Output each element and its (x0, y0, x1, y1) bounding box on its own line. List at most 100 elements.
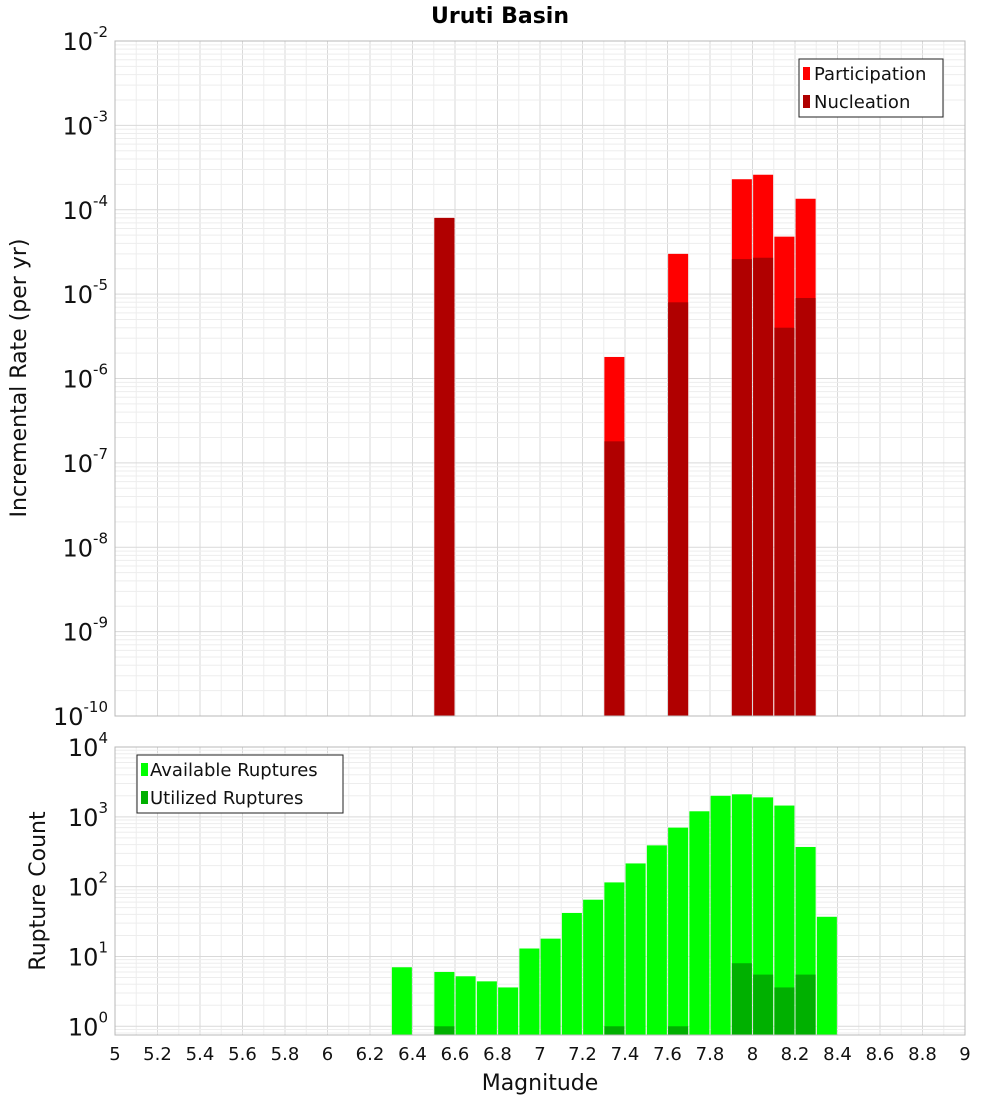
rupture-y-tick-base: 10 (68, 943, 99, 971)
available-ruptures-bar (774, 805, 795, 1035)
magnitude-x-tick-label: 6.6 (441, 1044, 470, 1065)
rate-y-tick-base: 10 (62, 281, 93, 309)
rate-y-tick-label: 10-6 (62, 361, 108, 394)
rate-y-tick-base: 10 (62, 112, 93, 140)
magnitude-x-ticks: 5 5.2 5.4 5.6 5.8 6 6.2 6.4 6.6 6.8 7 7.2 7.4 7.6 7.8 8… (109, 1044, 970, 1065)
rate-y-tick-base: 10 (62, 534, 93, 562)
available-ruptures-bar (668, 827, 689, 1035)
rate-y-tick-label: 10-7 (62, 445, 108, 478)
rate-y-tick-base: 10 (62, 197, 93, 225)
participation-legend-swatch (803, 67, 810, 80)
available-ruptures-bar (561, 912, 582, 1035)
rupture-y-axis-label: Rupture Count (26, 811, 51, 971)
available-ruptures-bar (816, 916, 837, 1035)
rupture-y-tick-label: 104 (68, 729, 108, 762)
rupture-y-tick-base: 10 (68, 734, 99, 762)
rate-y-tick-label: 10-3 (62, 107, 108, 140)
nucleation-bar (668, 302, 689, 716)
rate-plot-border (114, 40, 966, 717)
rate-y-tick-exponent: -7 (93, 445, 108, 463)
participation-legend-label: Participation (814, 64, 926, 85)
rupture-legend: Available Ruptures Utilized Ruptures (136, 754, 344, 814)
nucleation-bar (753, 257, 774, 716)
utilized-ruptures-legend-label: Utilized Ruptures (150, 788, 303, 809)
available-ruptures-bar (498, 987, 519, 1035)
rate-legend: Participation Nucleation (798, 58, 944, 118)
rupture-y-tick-label: 100 (68, 1008, 108, 1041)
rate-y-tick-base: 10 (62, 366, 93, 394)
rupture-y-tick-exponent: 1 (98, 938, 108, 956)
nucleation-bar (774, 327, 795, 716)
rupture-y-tick-label: 101 (68, 938, 108, 971)
rate-bars (434, 174, 816, 717)
utilized-ruptures-bar (795, 974, 816, 1035)
rupture-y-tick-base: 10 (68, 874, 99, 902)
nucleation-bar (731, 259, 752, 716)
magnitude-x-tick-label: 5.8 (271, 1044, 300, 1065)
available-ruptures-bar (434, 971, 455, 1035)
utilized-ruptures-bar (434, 1026, 455, 1035)
rupture-plot-border (114, 746, 966, 1036)
available-ruptures-bar (540, 938, 561, 1035)
rate-y-tick-base: 10 (62, 28, 93, 56)
magnitude-x-tick-label: 5.2 (143, 1044, 172, 1065)
chart-title: Uruti Basin (431, 4, 569, 29)
rate-y-tick-base: 10 (62, 450, 93, 478)
available-ruptures-bar (476, 981, 497, 1035)
available-ruptures-bar (583, 899, 604, 1035)
rate-y-tick-exponent: -6 (93, 361, 108, 379)
magnitude-x-tick-label: 5.6 (228, 1044, 257, 1065)
magnitude-x-tick-label: 8.6 (866, 1044, 895, 1065)
rate-y-tick-label: 10-8 (62, 529, 108, 562)
available-ruptures-bar (391, 967, 412, 1035)
magnitude-x-tick-label: 8 (747, 1044, 758, 1065)
magnitude-x-tick-label: 5.4 (186, 1044, 215, 1065)
available-ruptures-bar (646, 845, 667, 1035)
rate-y-tick-exponent: -4 (93, 192, 108, 210)
available-ruptures-legend-swatch (141, 763, 148, 776)
nucleation-bar (795, 297, 816, 716)
available-ruptures-legend-label: Available Ruptures (150, 760, 318, 781)
magnitude-x-tick-label: 8.2 (781, 1044, 810, 1065)
available-ruptures-bar (710, 795, 731, 1035)
magnitude-x-tick-label: 7.4 (611, 1044, 640, 1065)
available-ruptures-bar (604, 882, 625, 1035)
rate-y-tick-label: 10-10 (53, 698, 108, 731)
magnitude-x-tick-label: 7 (534, 1044, 545, 1065)
magnitude-x-tick-label: 9 (959, 1044, 970, 1065)
rupture-bars (391, 794, 837, 1035)
utilized-ruptures-bar (753, 974, 774, 1035)
magnitude-x-axis-label: Magnitude (482, 1071, 599, 1096)
rate-y-tick-exponent: -8 (93, 529, 108, 547)
nucleation-legend-swatch (803, 95, 810, 108)
available-ruptures-bar (519, 948, 540, 1035)
rate-y-tick-exponent: -5 (93, 276, 108, 294)
utilized-ruptures-bar (604, 1026, 625, 1035)
rate-y-tick-exponent: -10 (84, 698, 109, 716)
rupture-y-tick-label: 102 (68, 869, 108, 902)
utilized-ruptures-bar (668, 1026, 689, 1035)
rate-y-tick-exponent: -2 (93, 23, 108, 41)
rate-legend-box (798, 58, 944, 118)
rate-y-tick-base: 10 (62, 619, 93, 647)
rate-y-axis-label: Incremental Rate (per yr) (7, 239, 32, 518)
utilized-ruptures-bar (774, 987, 795, 1035)
utilized-ruptures-legend-swatch (141, 791, 148, 804)
rupture-y-tick-exponent: 3 (98, 799, 108, 817)
rate-y-tick-exponent: -3 (93, 107, 108, 125)
rupture-y-tick-exponent: 4 (98, 729, 108, 747)
rate-y-tick-label: 10-4 (62, 192, 108, 225)
rupture-y-tick-exponent: 0 (98, 1008, 108, 1026)
available-ruptures-bar (455, 976, 476, 1035)
magnitude-x-tick-label: 6.8 (483, 1044, 512, 1065)
utilized-ruptures-bar (731, 963, 752, 1035)
nucleation-legend-label: Nucleation (814, 92, 910, 113)
rupture-y-tick-base: 10 (68, 1013, 99, 1041)
rate-y-tick-label: 10-5 (62, 276, 108, 309)
rupture-y-tick-base: 10 (68, 804, 99, 832)
magnitude-x-tick-label: 6 (322, 1044, 333, 1065)
nucleation-bar (604, 441, 625, 716)
